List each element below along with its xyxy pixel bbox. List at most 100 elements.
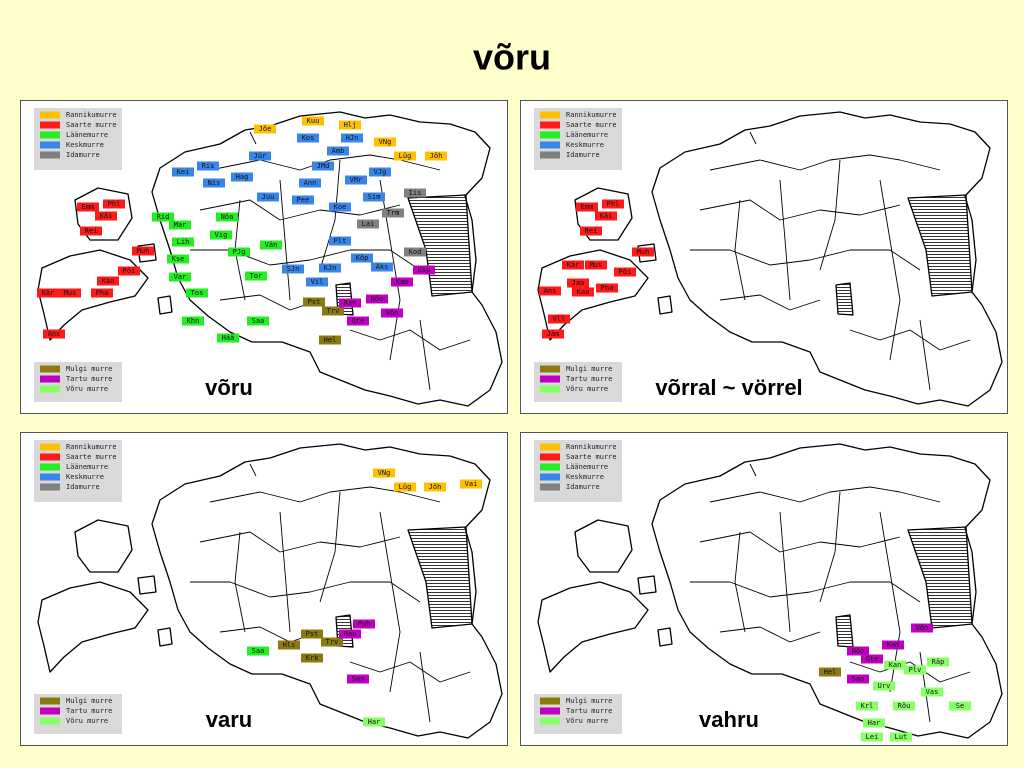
parish-label: Plv xyxy=(909,666,922,674)
parish-box xyxy=(95,211,117,221)
parish-label: Krk xyxy=(306,654,319,662)
legend-swatch xyxy=(540,473,560,481)
parish-label: Pöi xyxy=(123,267,136,275)
parish-box xyxy=(118,266,140,276)
parish-label: Sim xyxy=(368,193,381,201)
parish-box xyxy=(847,646,869,656)
parish-box xyxy=(542,329,564,339)
legend-swatch xyxy=(540,443,560,451)
legend-label: Võru murre xyxy=(66,717,108,725)
parish-label: Lei xyxy=(866,733,879,741)
caption-box xyxy=(656,370,802,406)
parish-box xyxy=(374,137,396,147)
parish-label: Trv xyxy=(327,307,340,315)
parish-label: Emm xyxy=(82,203,95,211)
parish-box xyxy=(893,701,915,711)
legend-label: Tartu murre xyxy=(566,707,612,715)
parish-box xyxy=(210,230,232,240)
parish-label: Koe xyxy=(334,203,347,211)
parish-box xyxy=(580,226,602,236)
parish-box xyxy=(382,208,404,218)
parish-label: Kos xyxy=(302,134,315,142)
legend-label: Mulgi murre xyxy=(66,697,112,705)
parish-box xyxy=(861,732,883,742)
parish-box xyxy=(301,653,323,663)
parish-box xyxy=(59,288,81,298)
parish-label: PJg xyxy=(233,248,246,256)
parish-box xyxy=(247,316,269,326)
legend-label: Saarte murre xyxy=(66,453,117,461)
parish-label: Kam xyxy=(887,641,900,649)
parish-label: Vig xyxy=(215,231,228,239)
parish-box xyxy=(856,701,878,711)
legend-label: Võru murre xyxy=(566,385,608,393)
parish-box xyxy=(404,188,426,198)
parish-box xyxy=(425,151,447,161)
parish-box xyxy=(217,333,239,343)
legend-label: Saarte murre xyxy=(566,453,617,461)
caption-box xyxy=(656,702,802,738)
parish-label: Vas xyxy=(926,688,939,696)
parish-label: Jaa xyxy=(572,279,585,287)
parish-label: Kod xyxy=(409,248,422,256)
parish-label: Lüg xyxy=(399,152,412,160)
parish-box xyxy=(186,288,208,298)
parish-label: Lai xyxy=(362,220,375,228)
legend-swatch xyxy=(540,131,560,139)
legend-swatch xyxy=(40,443,60,451)
parish-box xyxy=(363,717,385,727)
parish-box xyxy=(319,263,341,273)
parish-box xyxy=(306,277,328,287)
parish-box xyxy=(302,116,324,126)
parish-label: Mus xyxy=(590,261,603,269)
parish-label: Kuu xyxy=(307,117,320,125)
parish-label: Mus xyxy=(64,289,77,297)
legend-swatch xyxy=(40,365,60,373)
parish-box xyxy=(172,237,194,247)
legend-label: Saarte murre xyxy=(566,121,617,129)
parish-box xyxy=(80,226,102,236)
parish-label: Ans xyxy=(48,330,61,338)
parish-box xyxy=(245,271,267,281)
parish-box xyxy=(572,287,594,297)
parish-box xyxy=(863,718,885,728)
legend-label: Rannikumurre xyxy=(66,443,117,451)
parish-box xyxy=(37,288,59,298)
parish-box xyxy=(921,687,943,697)
parish-label: Ris xyxy=(202,162,215,170)
panel-caption: võrral ~ vörrel xyxy=(655,375,802,400)
parish-label: Kei xyxy=(177,168,190,176)
legend-swatch xyxy=(540,463,560,471)
legend-label: Tartu murre xyxy=(66,707,112,715)
parish-label: Amb xyxy=(332,147,345,155)
legend-swatch xyxy=(40,385,60,393)
parish-label: Käi xyxy=(100,212,113,220)
parish-box xyxy=(585,260,607,270)
parish-box xyxy=(91,288,113,298)
parish-label: Kär xyxy=(42,289,55,297)
parish-label: Hag xyxy=(236,173,249,181)
parish-box xyxy=(548,314,570,324)
map-panel: Rannikumurre Saarte murre Läänemurre Keskmu… xyxy=(20,432,508,746)
parish-box xyxy=(43,329,65,339)
parish-label: Rei xyxy=(85,227,98,235)
parish-box xyxy=(278,640,300,650)
legend-swatch xyxy=(540,717,560,725)
legend-swatch xyxy=(540,483,560,491)
legend-label: Keskmurre xyxy=(566,473,604,481)
parish-box xyxy=(394,151,416,161)
legend-label: Idamurre xyxy=(66,483,100,491)
parish-box xyxy=(172,167,194,177)
parish-label: Saa xyxy=(252,647,265,655)
parish-box xyxy=(260,240,282,250)
parish-box xyxy=(216,212,238,222)
parish-box xyxy=(203,178,225,188)
parish-label: Ans xyxy=(544,287,557,295)
legend-swatch xyxy=(40,697,60,705)
legend-label: Läänemurre xyxy=(566,131,608,139)
parish-label: VNg xyxy=(378,469,391,477)
parish-box xyxy=(347,316,369,326)
parish-label: Rõu xyxy=(898,702,911,710)
legend-label: Läänemurre xyxy=(66,131,108,139)
parish-box xyxy=(904,665,926,675)
